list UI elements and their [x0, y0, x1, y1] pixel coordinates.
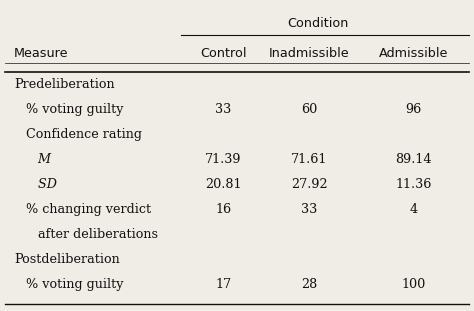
Text: 60: 60	[301, 103, 317, 116]
Text: 27.92: 27.92	[291, 178, 328, 191]
Text: 33: 33	[215, 103, 231, 116]
Text: 20.81: 20.81	[205, 178, 241, 191]
Text: Measure: Measure	[14, 47, 69, 60]
Text: 16: 16	[215, 203, 231, 216]
Text: Control: Control	[200, 47, 246, 60]
Text: 28: 28	[301, 278, 317, 291]
Text: Admissible: Admissible	[379, 47, 448, 60]
Text: 100: 100	[401, 278, 426, 291]
Text: 71.61: 71.61	[291, 153, 327, 166]
Text: 33: 33	[301, 203, 317, 216]
Text: 17: 17	[215, 278, 231, 291]
Text: Confidence rating: Confidence rating	[14, 128, 142, 141]
Text: SD: SD	[14, 178, 57, 191]
Text: % voting guilty: % voting guilty	[14, 278, 124, 291]
Text: 4: 4	[410, 203, 418, 216]
Text: % voting guilty: % voting guilty	[14, 103, 124, 116]
Text: Postdeliberation: Postdeliberation	[14, 253, 120, 266]
Text: 71.39: 71.39	[205, 153, 241, 166]
Text: 89.14: 89.14	[395, 153, 432, 166]
Text: % changing verdict: % changing verdict	[14, 203, 151, 216]
Text: 96: 96	[405, 103, 422, 116]
Text: Inadmissible: Inadmissible	[269, 47, 349, 60]
Text: 11.36: 11.36	[395, 178, 432, 191]
Text: Predeliberation: Predeliberation	[14, 78, 115, 91]
Text: after deliberations: after deliberations	[14, 228, 158, 241]
Text: M: M	[14, 153, 51, 166]
Text: Condition: Condition	[288, 17, 349, 30]
